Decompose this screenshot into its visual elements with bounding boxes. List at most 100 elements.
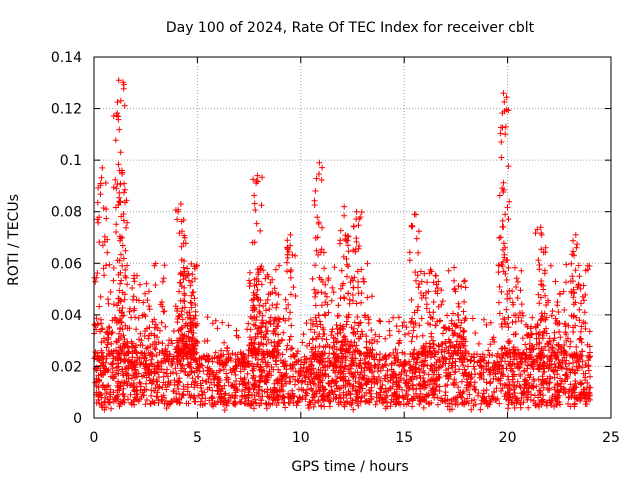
data-point: [297, 368, 304, 375]
data-point: [212, 317, 219, 324]
data-point: [322, 312, 329, 319]
data-point: [531, 378, 538, 384]
data-point: [579, 358, 586, 365]
data-point: [255, 390, 262, 397]
data-point: [225, 322, 232, 329]
data-point: [341, 403, 348, 410]
data-point: [372, 401, 379, 408]
data-point: [482, 398, 488, 405]
x-tick-label: 25: [602, 430, 620, 446]
data-point: [345, 263, 352, 270]
data-point: [221, 395, 228, 402]
data-point: [209, 393, 216, 400]
data-point: [563, 371, 570, 378]
data-point: [195, 373, 202, 380]
data-point: [137, 281, 143, 288]
data-point: [582, 325, 589, 332]
data-point: [472, 330, 479, 336]
data-point: [536, 300, 543, 307]
data-point: [513, 275, 520, 282]
data-point: [509, 319, 516, 326]
data-point: [400, 394, 406, 401]
data-point: [204, 314, 211, 321]
data-point: [549, 308, 556, 315]
data-point: [254, 172, 261, 179]
data-point: [413, 235, 420, 242]
data-point: [529, 363, 536, 370]
data-point: [491, 389, 497, 396]
data-point: [410, 350, 417, 357]
data-point: [279, 351, 286, 358]
data-point: [166, 337, 173, 344]
data-point: [303, 320, 310, 326]
data-point: [377, 389, 383, 396]
data-point: [292, 252, 299, 259]
data-point: [516, 364, 523, 371]
data-point: [131, 278, 138, 285]
data-point: [350, 406, 357, 413]
data-point: [260, 303, 267, 310]
data-point: [208, 379, 214, 386]
data-point: [153, 393, 160, 400]
data-point: [477, 406, 484, 413]
data-point: [570, 359, 577, 366]
data-point: [241, 355, 248, 362]
data-point: [497, 234, 504, 241]
data-point: [165, 342, 172, 349]
data-point: [501, 251, 508, 258]
data-point: [316, 343, 323, 350]
data-point: [92, 379, 99, 386]
data-point: [529, 314, 536, 321]
data-point: [406, 398, 413, 404]
data-point: [549, 397, 556, 403]
data-point: [204, 356, 211, 363]
data-point: [419, 332, 426, 339]
y-axis-label: ROTI / TECUs: [6, 194, 22, 286]
data-point: [514, 295, 521, 301]
data-point: [345, 366, 352, 373]
data-point: [343, 392, 350, 399]
data-point: [563, 261, 570, 268]
data-point: [284, 237, 291, 244]
data-point: [133, 373, 140, 380]
data-point: [147, 360, 154, 367]
data-point: [585, 367, 592, 374]
data-point: [326, 403, 333, 410]
data-point: [334, 330, 341, 337]
data-point: [375, 361, 382, 368]
data-point: [445, 267, 452, 274]
data-point: [259, 174, 265, 181]
data-point: [177, 201, 184, 207]
data-point: [356, 384, 363, 391]
data-point: [263, 341, 270, 347]
data-point: [500, 179, 507, 186]
data-point: [353, 208, 360, 215]
data-point: [177, 367, 184, 374]
y-tick-label: 0.14: [51, 50, 82, 66]
data-point: [456, 366, 463, 373]
data-point: [291, 393, 298, 400]
data-point: [236, 398, 243, 405]
data-point: [233, 378, 240, 384]
data-point: [330, 289, 337, 296]
data-point: [540, 329, 547, 336]
data-point: [522, 376, 528, 383]
data-point: [175, 378, 182, 385]
data-point: [116, 126, 123, 133]
data-point: [570, 248, 577, 255]
data-point: [115, 363, 122, 370]
data-point: [498, 154, 505, 161]
data-point: [235, 356, 242, 363]
data-point: [465, 387, 471, 393]
data-point: [546, 380, 553, 386]
data-point: [374, 338, 381, 345]
data-point: [472, 401, 479, 408]
data-point: [581, 297, 587, 304]
data-point: [270, 389, 277, 396]
data-point: [455, 300, 462, 307]
data-point: [96, 303, 103, 310]
data-point: [567, 403, 574, 410]
data-point: [143, 357, 150, 364]
data-point: [214, 398, 221, 405]
data-point: [102, 180, 109, 186]
